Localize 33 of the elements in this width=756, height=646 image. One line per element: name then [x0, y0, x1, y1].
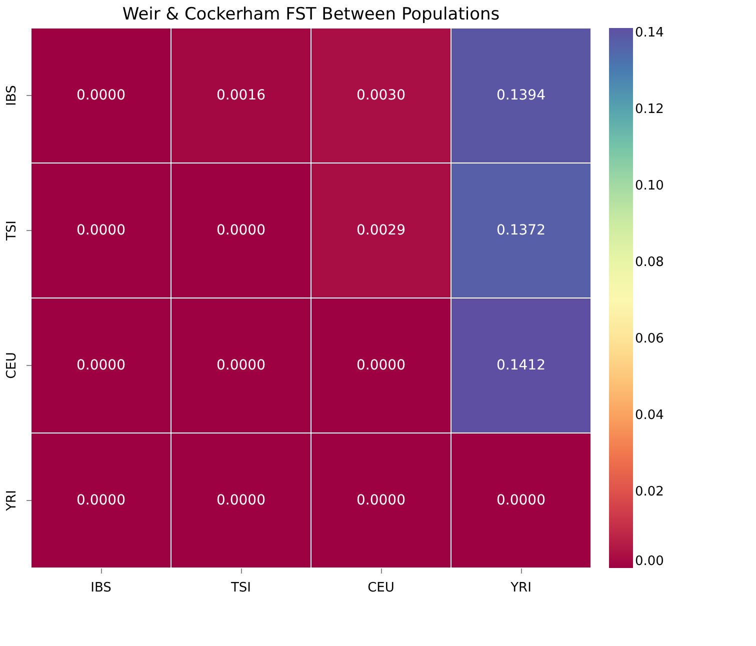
data-label: 0.0016 [216, 88, 266, 104]
color-bar-label: 0.08 [635, 255, 664, 270]
data-label: 0.0000 [496, 492, 546, 508]
data-label: 0.0000 [76, 222, 126, 238]
x-tick-label: YRI [510, 580, 532, 596]
data-label: 0.0000 [216, 492, 266, 508]
data-label: 0.0029 [356, 222, 406, 238]
data-label: 0.0000 [356, 358, 406, 374]
data-label: 0.1372 [496, 222, 546, 238]
y-tick-label: CEU [4, 352, 20, 379]
y-tick-label: YRI [4, 490, 20, 512]
data-label: 0.1394 [496, 88, 546, 104]
data-label: 0.1412 [496, 358, 546, 374]
color-bar-label: 0.12 [635, 102, 664, 118]
x-tick-label: CEU [368, 580, 394, 596]
y-tick-label: IBS [4, 85, 20, 106]
color-bar-label: 0.06 [635, 332, 664, 347]
chart-title: Weir & Cockerham FST Between Populations [122, 4, 500, 24]
color-bar-label: 0.04 [635, 408, 664, 424]
data-label: 0.0000 [356, 492, 406, 508]
y-tick-label: TSI [4, 220, 20, 242]
data-label: 0.0030 [356, 88, 406, 104]
data-label: 0.0000 [76, 358, 126, 374]
x-tick-label: IBS [90, 580, 112, 596]
data-label: 0.0000 [76, 88, 126, 104]
color-bar-label: 0.00 [635, 554, 664, 569]
x-tick-label: TSI [230, 580, 252, 596]
data-label: 0.0000 [216, 222, 266, 238]
data-label: 0.0000 [76, 492, 126, 508]
data-label: 0.0000 [216, 358, 266, 374]
color-bar-label: 0.14 [635, 26, 664, 41]
color-bar-label: 0.02 [635, 484, 664, 500]
color-bar-label: 0.10 [635, 178, 664, 194]
